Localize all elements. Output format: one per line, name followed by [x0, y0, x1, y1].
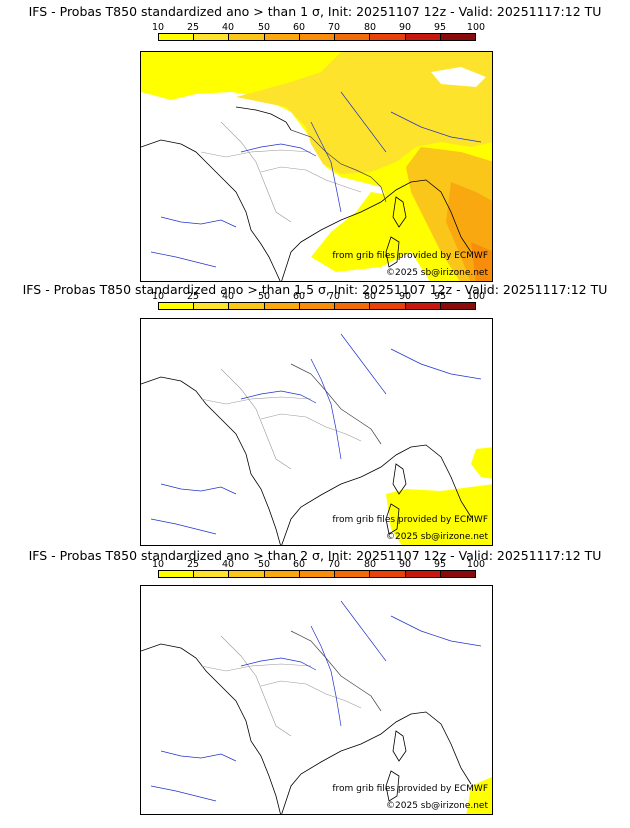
colorbar-swatch [405, 303, 441, 309]
colorbar-swatch [194, 571, 230, 577]
map-panel-1sigma: IFS - Probas T850 standardized ano > tha… [0, 4, 630, 282]
colorbar-swatches [158, 302, 476, 310]
colorbar-swatch [229, 571, 265, 577]
colorbar-swatch [405, 571, 441, 577]
colorbar-swatch [194, 303, 230, 309]
colorbar-swatch [440, 34, 475, 40]
source-note: from grib files provided by ECMWF [332, 515, 488, 525]
colorbar-tick: 90 [398, 22, 412, 33]
colorbar-swatches [158, 33, 476, 41]
colorbar-swatch [370, 571, 406, 577]
colorbar-swatch [370, 34, 406, 40]
panel-title: IFS - Probas T850 standardized ano > tha… [28, 4, 602, 19]
colorbar-swatch [440, 303, 475, 309]
colorbar-tick: 80 [363, 22, 377, 33]
copyright: ©2025 sb@irizone.net [386, 532, 488, 542]
colorbar-tick: 70 [327, 559, 341, 570]
colorbar-swatch [194, 34, 230, 40]
colorbar: 10 25 40 50 60 70 80 90 95 100 [152, 291, 485, 311]
colorbar-tick: 50 [257, 291, 271, 302]
colorbar-swatch [299, 303, 336, 309]
colorbar-tick: 100 [466, 559, 486, 570]
map-canvas [141, 333, 492, 545]
probability-map: from grib files provided by ECMWF ©2025 … [140, 318, 493, 546]
colorbar-swatch [159, 303, 195, 309]
colorbar-tick: 10 [151, 22, 165, 33]
colorbar-tick: 90 [398, 291, 412, 302]
panel-title: IFS - Probas T850 standardized ano > tha… [28, 548, 602, 563]
colorbar-tick: 25 [186, 22, 200, 33]
colorbar-swatch [264, 34, 300, 40]
colorbar-tick: 40 [221, 291, 235, 302]
colorbar-tick: 80 [363, 291, 377, 302]
colorbar-tick: 70 [327, 22, 341, 33]
colorbar-tick: 95 [433, 291, 447, 302]
colorbar-swatch [264, 571, 300, 577]
colorbar-swatch [159, 571, 195, 577]
map-panel-2sigma: IFS - Probas T850 standardized ano > tha… [0, 542, 630, 828]
colorbar-tick: 40 [221, 559, 235, 570]
colorbar-tick: 50 [257, 559, 271, 570]
colorbar-swatch [335, 571, 371, 577]
colorbar-tick: 80 [363, 559, 377, 570]
colorbar-tick: 10 [151, 291, 165, 302]
colorbar-tick: 50 [257, 22, 271, 33]
colorbar-tick: 10 [151, 559, 165, 570]
colorbar-tick: 60 [292, 291, 306, 302]
copyright: ©2025 sb@irizone.net [386, 268, 488, 278]
colorbar-swatch [229, 303, 265, 309]
colorbar-tick: 60 [292, 22, 306, 33]
copyright: ©2025 sb@irizone.net [386, 801, 488, 811]
source-note: from grib files provided by ECMWF [332, 251, 488, 261]
colorbar-tick: 90 [398, 559, 412, 570]
colorbar-swatch [335, 303, 371, 309]
colorbar-tick: 60 [292, 559, 306, 570]
colorbar-swatch [229, 34, 265, 40]
colorbar: 10 25 40 50 60 70 80 90 95 100 [152, 559, 485, 579]
colorbar-tick: 95 [433, 559, 447, 570]
colorbar-tick: 100 [466, 291, 486, 302]
probability-map: from grib files provided by ECMWF ©2025 … [140, 51, 493, 282]
map-panel-1-5sigma: IFS - Probas T850 standardized ano > tha… [0, 274, 630, 550]
colorbar: 10 25 40 50 60 70 80 90 95 100 [152, 22, 485, 42]
source-note: from grib files provided by ECMWF [332, 784, 488, 794]
map-canvas [141, 52, 492, 281]
colorbar-tick: 25 [186, 559, 200, 570]
map-canvas [141, 600, 492, 814]
colorbar-tick: 95 [433, 22, 447, 33]
probability-map: from grib files provided by ECMWF ©2025 … [140, 585, 493, 815]
colorbar-swatch [370, 303, 406, 309]
colorbar-tick: 25 [186, 291, 200, 302]
colorbar-tick: 100 [466, 22, 486, 33]
colorbar-tick: 40 [221, 22, 235, 33]
colorbar-swatch [299, 571, 336, 577]
colorbar-swatch [405, 34, 441, 40]
colorbar-swatch [335, 34, 371, 40]
colorbar-swatch [440, 571, 475, 577]
colorbar-swatch [159, 34, 195, 40]
colorbar-swatch [299, 34, 336, 40]
panel-title: IFS - Probas T850 standardized ano > tha… [22, 282, 608, 297]
colorbar-swatches [158, 570, 476, 578]
colorbar-tick: 70 [327, 291, 341, 302]
colorbar-swatch [264, 303, 300, 309]
